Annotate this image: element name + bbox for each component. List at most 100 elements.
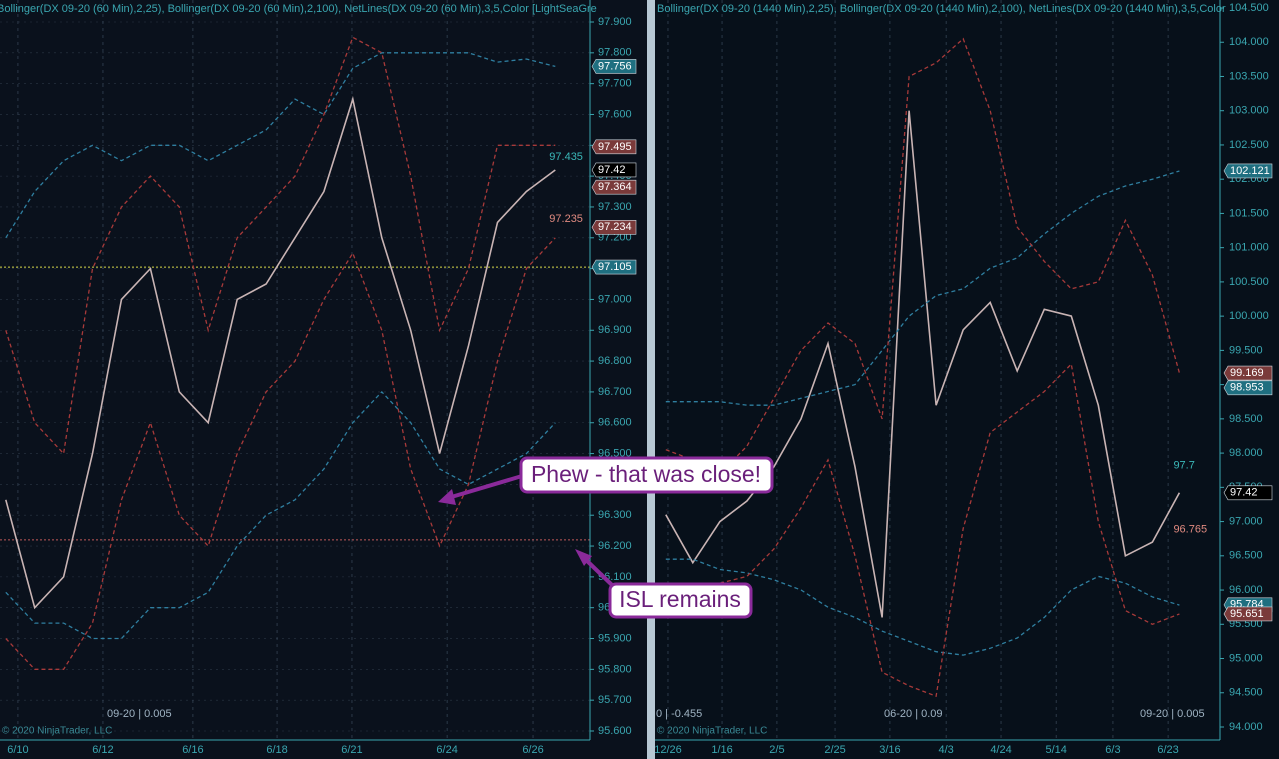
price-tag-label: 102.121 (1230, 165, 1270, 177)
price-tag (591, 220, 637, 235)
y-tick-label: 95.900 (598, 632, 632, 644)
y-tick-label: 102.500 (1229, 139, 1269, 151)
price-tag-label: 97.105 (598, 261, 632, 273)
y-tick-label: 95.700 (598, 694, 632, 706)
copyright: © 2020 NinjaTrader, LLC (2, 726, 112, 737)
footer-label: 09-20 | 0.005 (107, 708, 172, 720)
x-tick-label: 6/18 (266, 744, 287, 756)
y-tick-label: 98.500 (1229, 413, 1263, 425)
y-tick-label: 94.000 (1229, 721, 1263, 733)
y-tick-label: 96.200 (598, 540, 632, 552)
arrow (582, 556, 614, 587)
price-line (5, 95, 556, 610)
band-line (5, 52, 556, 239)
x-tick-label: 4/24 (990, 744, 1011, 756)
x-tick-label: 12/26 (654, 744, 682, 756)
y-tick-label: 97.800 (598, 47, 632, 59)
y-tick-label: 100.500 (1229, 276, 1269, 288)
plot (665, 0, 1181, 740)
price-tag-label: 95.651 (1230, 608, 1264, 620)
band-line (665, 170, 1180, 406)
band-line (665, 362, 1180, 698)
y-tick-label: 104.000 (1229, 36, 1269, 48)
y-tick-label: 99.500 (1229, 344, 1263, 356)
y-tick-label: 96.600 (598, 417, 632, 429)
x-tick-label: 6/23 (1157, 744, 1178, 756)
price-tag-label: 97.234 (598, 221, 632, 233)
price-tag-label: 97.364 (598, 181, 632, 193)
x-tick-label: 3/16 (879, 744, 900, 756)
y-tick-label: 96.700 (598, 386, 632, 398)
callouts: Phew - that was close! ISL remains (438, 456, 774, 619)
arrow (447, 474, 523, 500)
callout-box (608, 582, 753, 619)
price-tag (591, 259, 637, 275)
y-tick-label: 97.200 (598, 232, 632, 244)
y-tick-label: 104.500 (1229, 2, 1269, 14)
band-line (5, 237, 556, 670)
y-tick-label: 95.600 (598, 725, 632, 737)
x-tick-label: 6/10 (7, 744, 28, 756)
right-panel-bg (655, 0, 1279, 759)
x-tick-label: 6/3 (1105, 744, 1120, 756)
y-tick-label: 96.000 (1229, 584, 1263, 596)
price-tag-label: 97.42 (598, 164, 626, 176)
x-tick-label: 5/14 (1045, 744, 1066, 756)
callout-text: Phew - that was close! (531, 461, 761, 487)
band-line (665, 558, 1180, 656)
y-tick-label: 95.000 (1229, 652, 1263, 664)
x-tick-label: 4/3 (939, 744, 954, 756)
price-annotation: 97.435 (549, 151, 583, 163)
x-tick-label: 2/5 (769, 744, 784, 756)
y-tick-label: 103.000 (1229, 105, 1269, 117)
y-tick-label: 96.800 (598, 355, 632, 367)
price-tag-label: 99.169 (1230, 367, 1264, 379)
x-tick-label: 2/25 (824, 744, 845, 756)
y-tick-label: 100.000 (1229, 310, 1269, 322)
plot (0, 0, 590, 740)
price-tag (591, 162, 637, 178)
y-tick-label: 97.000 (1229, 515, 1263, 527)
callout-text: ISL remains (619, 586, 741, 612)
callout-box (519, 456, 774, 494)
y-tick-label: 95.800 (598, 663, 632, 675)
price-tag-label: 98.953 (1230, 382, 1264, 394)
x-tick-label: 6/24 (436, 744, 457, 756)
price-tag (591, 59, 637, 74)
y-tick-label: 97.000 (598, 293, 632, 305)
y-tick-label: 103.500 (1229, 70, 1269, 82)
price-annotation: 97.235 (549, 213, 583, 225)
band-line (5, 390, 556, 640)
arrow-head (438, 489, 456, 505)
price-tag (1223, 163, 1273, 179)
price-line (665, 110, 1181, 618)
price-tag (591, 179, 637, 195)
price-tag-label: 97.42 (1230, 487, 1258, 499)
price-tag (1223, 606, 1273, 622)
y-tick-label: 97.300 (598, 201, 632, 213)
panel-divider (647, 0, 655, 759)
x-tick-label: 6/16 (182, 744, 203, 756)
band-line (665, 37, 1181, 475)
y-tick-label: 96.500 (1229, 550, 1263, 562)
price-annotation: 97.7 (1173, 460, 1194, 472)
y-tick-label: 97.600 (598, 108, 632, 120)
price-tag (1223, 485, 1273, 501)
x-tick-label: 6/26 (522, 744, 543, 756)
y-tick-label: 101.500 (1229, 207, 1269, 219)
y-tick-label: 98.000 (1229, 447, 1263, 459)
chart-header: Bollinger(DX 09-20 (1440 Min),2,25), Bol… (657, 3, 1226, 15)
price-tag (1223, 365, 1273, 381)
footer-label: 09-20 | 0.005 (1140, 708, 1205, 720)
price-tag-label: 97.495 (598, 141, 632, 153)
price-tag-label: 97.756 (598, 60, 632, 72)
x-tick-label: 1/16 (711, 744, 732, 756)
footer-label: 06-20 | 0.09 (884, 708, 943, 720)
price-tag (1223, 380, 1273, 396)
footer-label: 0 | -0.455 (656, 708, 702, 720)
y-tick-label: 101.000 (1229, 242, 1269, 254)
y-tick-label: 94.500 (1229, 687, 1263, 699)
y-tick-label: 96.500 (598, 447, 632, 459)
